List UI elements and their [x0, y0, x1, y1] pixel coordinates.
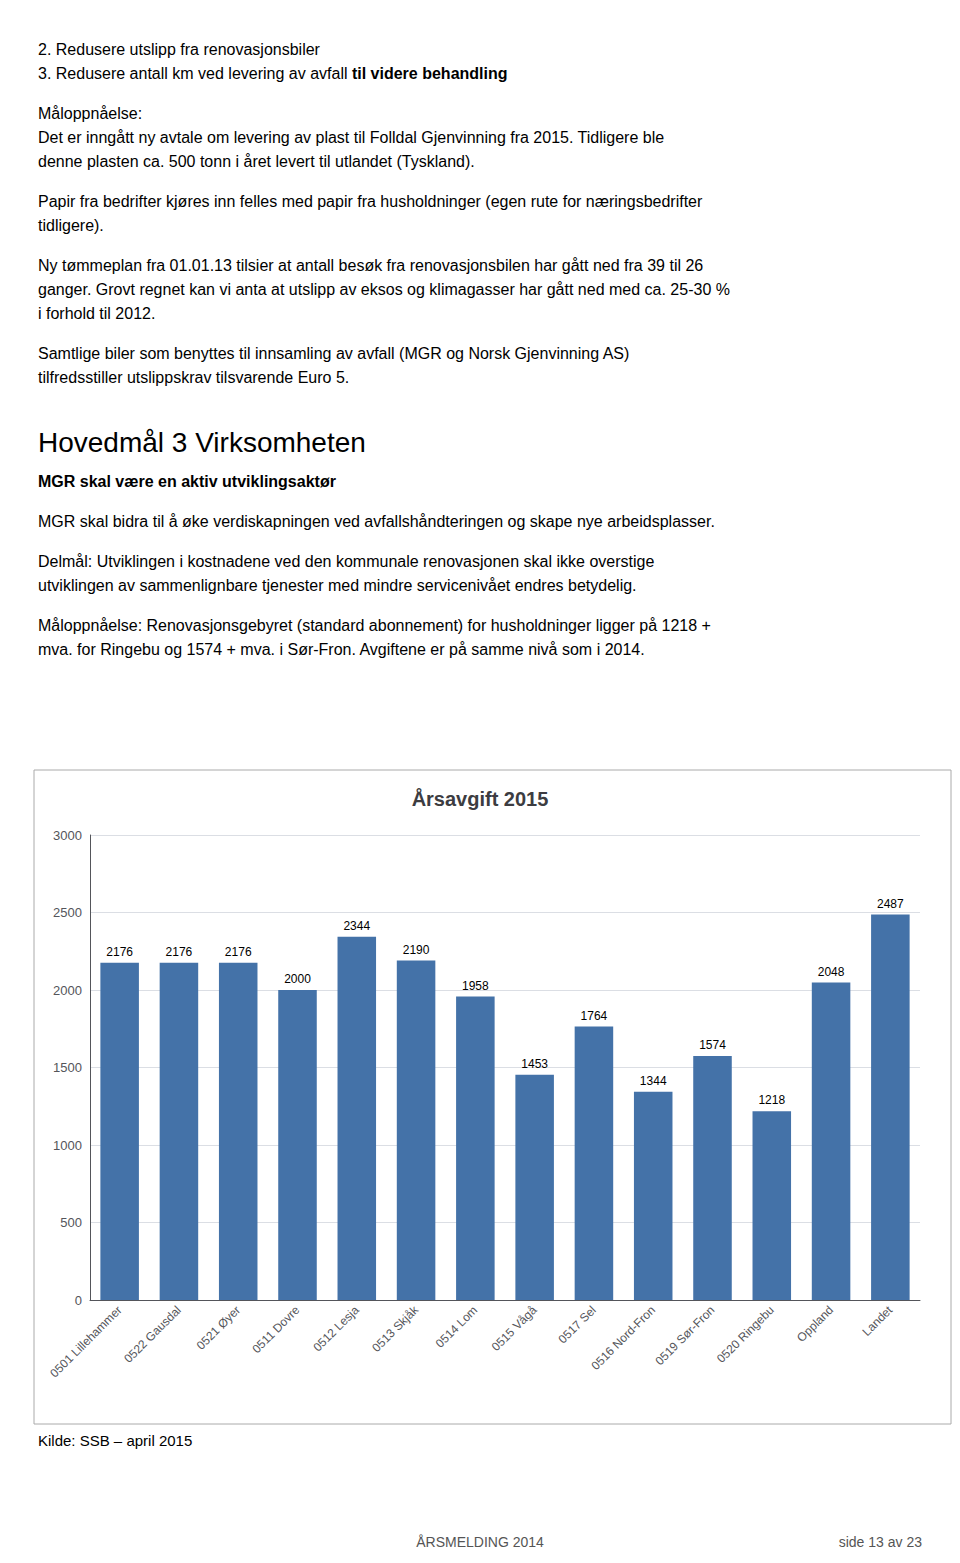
- svg-text:Det er inngått ny avtale om le: Det er inngått ny avtale om levering av …: [38, 129, 664, 146]
- svg-text:tilfredsstiller utslippskrav t: tilfredsstiller utslippskrav tilsvarende…: [38, 369, 349, 386]
- svg-text:1453: 1453: [521, 1057, 548, 1071]
- svg-text:0515 Vågå: 0515 Vågå: [489, 1303, 540, 1354]
- svg-text:Årsavgift 2015: Årsavgift 2015: [412, 787, 549, 810]
- svg-text:side 13 av 23: side 13 av 23: [839, 1534, 922, 1550]
- svg-text:tidligere).: tidligere).: [38, 217, 104, 234]
- svg-text:2. Redusere utslipp fra renova: 2. Redusere utslipp fra renovasjonsbiler: [38, 41, 321, 58]
- svg-text:til videre behandling: til videre behandling: [352, 65, 508, 82]
- svg-text:2176: 2176: [225, 945, 252, 959]
- svg-text:Samtlige biler som benyttes ti: Samtlige biler som benyttes til innsamli…: [38, 345, 629, 362]
- svg-text:0512 Lesja: 0512 Lesja: [310, 1303, 362, 1355]
- svg-text:0: 0: [75, 1293, 82, 1308]
- svg-text:1344: 1344: [640, 1074, 667, 1088]
- svg-text:0521 Øyer: 0521 Øyer: [194, 1303, 243, 1352]
- svg-text:2000: 2000: [284, 972, 311, 986]
- svg-text:Papir fra bedrifter kjøres inn: Papir fra bedrifter kjøres inn felles me…: [38, 193, 703, 210]
- svg-text:0513 Skjåk: 0513 Skjåk: [369, 1302, 422, 1355]
- svg-text:0517 Sel: 0517 Sel: [556, 1303, 599, 1346]
- svg-text:2190: 2190: [403, 943, 430, 957]
- svg-text:ÅRSMELDING 2014: ÅRSMELDING 2014: [416, 1534, 544, 1550]
- svg-text:ganger. Grovt regnet kan vi an: ganger. Grovt regnet kan vi anta at utsl…: [38, 281, 730, 298]
- svg-text:2500: 2500: [53, 905, 82, 920]
- svg-text:1764: 1764: [581, 1009, 608, 1023]
- svg-text:Kilde: SSB – april 2015: Kilde: SSB – april 2015: [38, 1432, 192, 1449]
- svg-text:1500: 1500: [53, 1060, 82, 1075]
- svg-text:Måloppnåelse:: Måloppnåelse:: [38, 105, 142, 122]
- svg-text:Landet: Landet: [859, 1303, 895, 1339]
- svg-text:2487: 2487: [877, 897, 904, 911]
- svg-text:Ny tømmeplan fra 01.01.13 tils: Ny tømmeplan fra 01.01.13 tilsier at ant…: [38, 257, 703, 274]
- svg-text:mva. for Ringebu og 1574 + mva: mva. for Ringebu og 1574 + mva. i Sør-Fr…: [38, 641, 645, 658]
- svg-text:2176: 2176: [106, 945, 133, 959]
- svg-text:MGR skal bidra til å øke verdi: MGR skal bidra til å øke verdiskapningen…: [38, 513, 715, 530]
- svg-text:1574: 1574: [699, 1038, 726, 1052]
- svg-text:Hovedmål 3 Virksomheten: Hovedmål 3 Virksomheten: [38, 427, 366, 458]
- svg-text:1000: 1000: [53, 1138, 82, 1153]
- svg-text:1218: 1218: [758, 1093, 785, 1107]
- svg-text:1958: 1958: [462, 979, 489, 993]
- svg-text:Delmål: Utviklingen i kostnade: Delmål: Utviklingen i kostnadene ved den…: [38, 553, 654, 570]
- svg-text:0520 Ringebu: 0520 Ringebu: [714, 1303, 777, 1366]
- svg-text:3000: 3000: [53, 828, 82, 843]
- svg-text:0522 Gausdal: 0522 Gausdal: [121, 1303, 184, 1366]
- svg-text:0501 Lillehammer: 0501 Lillehammer: [47, 1303, 124, 1380]
- svg-text:Måloppnåelse: Renovasjonsgebyr: Måloppnåelse: Renovasjonsgebyret (standa…: [38, 617, 711, 634]
- svg-text:2344: 2344: [343, 919, 370, 933]
- svg-text:i forhold til 2012.: i forhold til 2012.: [38, 305, 155, 322]
- svg-text:denne plasten ca. 500 tonn i å: denne plasten ca. 500 tonn i året levert…: [38, 153, 475, 170]
- svg-text:2000: 2000: [53, 983, 82, 998]
- svg-text:0516 Nord-Fron: 0516 Nord-Fron: [588, 1303, 658, 1373]
- svg-text:0511 Dovre: 0511 Dovre: [249, 1303, 302, 1356]
- svg-text:MGR skal være en aktiv utvikli: MGR skal være en aktiv utviklingsaktør: [38, 473, 336, 490]
- svg-text:0519 Sør-Fron: 0519 Sør-Fron: [652, 1303, 717, 1368]
- svg-text:0514 Lom: 0514 Lom: [433, 1303, 481, 1351]
- svg-text:2176: 2176: [166, 945, 193, 959]
- svg-text:500: 500: [60, 1215, 82, 1230]
- svg-text:3. Redusere antall km ved leve: 3. Redusere antall km ved levering av av…: [38, 65, 352, 82]
- svg-text:2048: 2048: [818, 965, 845, 979]
- svg-text:Oppland: Oppland: [794, 1303, 836, 1345]
- svg-text:utviklingen av sammenlignbare: utviklingen av sammenlignbare tjenester …: [38, 577, 637, 594]
